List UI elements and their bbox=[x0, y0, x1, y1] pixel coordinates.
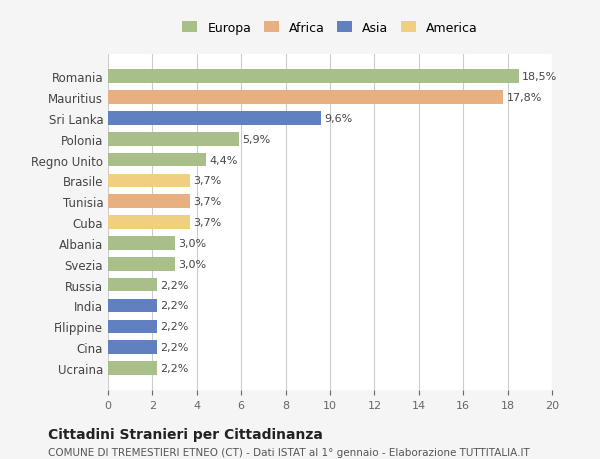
Bar bbox=[108, 257, 175, 271]
Text: 17,8%: 17,8% bbox=[506, 93, 542, 103]
Bar bbox=[108, 70, 519, 84]
Bar bbox=[108, 195, 190, 208]
Text: 3,0%: 3,0% bbox=[178, 238, 206, 248]
Text: 5,9%: 5,9% bbox=[242, 134, 271, 145]
Bar bbox=[108, 174, 190, 188]
Text: 2,2%: 2,2% bbox=[160, 280, 188, 290]
Bar bbox=[108, 133, 239, 146]
Text: 2,2%: 2,2% bbox=[160, 322, 188, 331]
Text: 18,5%: 18,5% bbox=[522, 72, 557, 82]
Bar bbox=[108, 278, 157, 292]
Bar bbox=[108, 91, 503, 105]
Text: 3,7%: 3,7% bbox=[193, 218, 222, 228]
Bar bbox=[108, 237, 175, 250]
Legend: Europa, Africa, Asia, America: Europa, Africa, Asia, America bbox=[179, 18, 481, 38]
Bar bbox=[108, 216, 190, 230]
Bar bbox=[108, 320, 157, 333]
Bar bbox=[108, 341, 157, 354]
Text: COMUNE DI TREMESTIERI ETNEO (CT) - Dati ISTAT al 1° gennaio - Elaborazione TUTTI: COMUNE DI TREMESTIERI ETNEO (CT) - Dati … bbox=[48, 448, 530, 458]
Text: 9,6%: 9,6% bbox=[325, 114, 353, 123]
Text: 2,2%: 2,2% bbox=[160, 363, 188, 373]
Text: 3,7%: 3,7% bbox=[193, 197, 222, 207]
Text: Cittadini Stranieri per Cittadinanza: Cittadini Stranieri per Cittadinanza bbox=[48, 427, 323, 441]
Text: 2,2%: 2,2% bbox=[160, 301, 188, 311]
Bar bbox=[108, 299, 157, 313]
Bar bbox=[108, 361, 157, 375]
Text: 4,4%: 4,4% bbox=[209, 155, 238, 165]
Text: 3,0%: 3,0% bbox=[178, 259, 206, 269]
Bar bbox=[108, 112, 321, 125]
Text: 3,7%: 3,7% bbox=[193, 176, 222, 186]
Text: 2,2%: 2,2% bbox=[160, 342, 188, 353]
Bar bbox=[108, 153, 206, 167]
